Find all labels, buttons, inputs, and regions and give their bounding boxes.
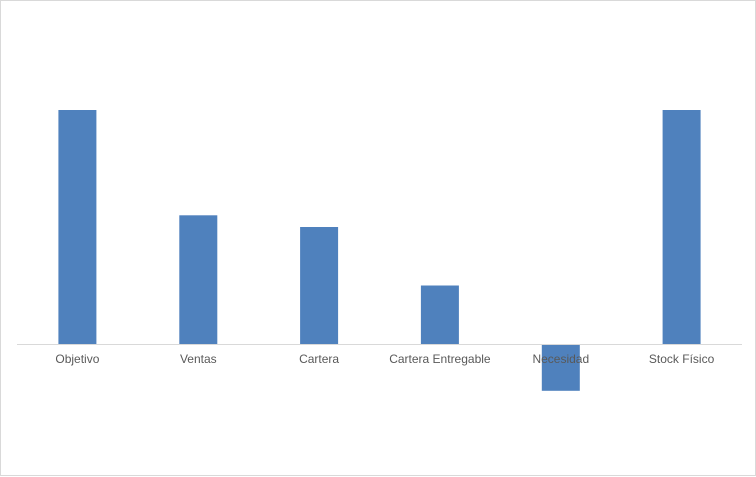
bar-stock-f-sico bbox=[662, 110, 701, 344]
bar-cartera-entregable bbox=[420, 285, 459, 344]
bar-necesidad bbox=[541, 344, 580, 391]
bars-group bbox=[58, 110, 701, 391]
bar-objetivo bbox=[58, 110, 97, 344]
category-label: Objetivo bbox=[55, 352, 99, 366]
category-label: Stock Físico bbox=[649, 352, 715, 366]
category-label: Necesidad bbox=[532, 352, 589, 366]
category-label: Ventas bbox=[180, 352, 217, 366]
bar-ventas bbox=[179, 215, 218, 344]
bar-cartera bbox=[300, 227, 339, 344]
category-label: Cartera bbox=[299, 352, 339, 366]
category-labels-group: Objetivo Ventas Cartera Cartera Entregable N… bbox=[55, 352, 714, 366]
category-label: Cartera Entregable bbox=[389, 352, 491, 366]
